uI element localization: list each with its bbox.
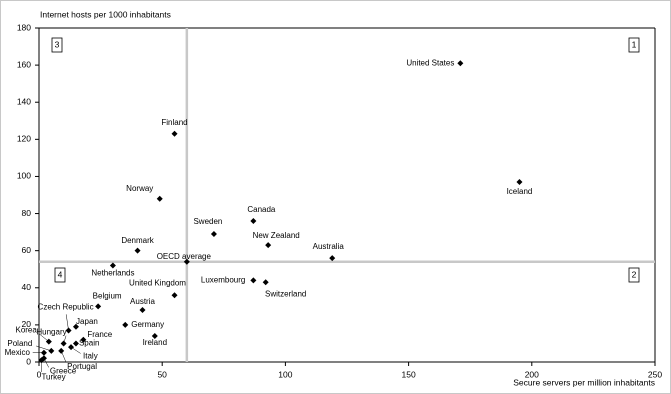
point-label: Finland (161, 118, 187, 127)
point (60, 340, 67, 347)
point-label: United Kingdom (129, 278, 186, 287)
point-label: Greece (50, 366, 77, 375)
point (48, 347, 55, 354)
x-tick-label: 150 (402, 369, 416, 379)
point (58, 347, 65, 354)
point (38, 357, 45, 364)
x-axis-title: Secure servers per million inhabitants (513, 377, 655, 387)
point-label: Turkey (41, 372, 65, 381)
y-tick-label: 120 (17, 134, 31, 144)
point (457, 60, 464, 67)
quadrant-label: 4 (58, 269, 63, 279)
point (171, 292, 178, 299)
point (109, 262, 116, 269)
point (65, 327, 72, 334)
point-label: France (87, 330, 112, 339)
quadrant-label: 1 (632, 39, 637, 49)
point-label: Belgium (93, 291, 122, 300)
point-label: Italy (83, 351, 98, 360)
point-label: Mexico (5, 348, 31, 357)
y-axis-title: Internet hosts per 1000 inhabitants (40, 9, 171, 19)
point (156, 195, 163, 202)
point-label: Portugal (67, 362, 97, 371)
point (516, 179, 523, 186)
quadrant-box (51, 37, 63, 53)
y-tick-label: 40 (22, 282, 32, 292)
point-label: Iceland (507, 187, 533, 196)
point-label: Switzerland (265, 289, 306, 298)
point (45, 338, 52, 345)
point (250, 277, 257, 284)
point-label: Spain (79, 339, 99, 348)
point (80, 336, 87, 343)
point (183, 258, 190, 265)
point-label: Germany (131, 320, 164, 329)
point (68, 344, 75, 351)
y-tick-label: 160 (17, 59, 31, 69)
y-tick-label: 100 (17, 171, 31, 181)
x-tick-label: 250 (648, 369, 662, 379)
y-tick-label: 0 (26, 356, 31, 366)
quadrant-box (628, 37, 640, 53)
quadrant-label: 3 (55, 39, 60, 49)
point-label: New Zealand (253, 231, 300, 240)
point-label: Ireland (143, 338, 167, 347)
point (210, 230, 217, 237)
y-tick-label: 180 (17, 22, 31, 32)
point-label: Canada (247, 205, 276, 214)
point (250, 217, 257, 224)
point-label: Czech Republic (38, 303, 94, 312)
point (139, 307, 146, 314)
point (171, 130, 178, 137)
point-label: Japan (76, 317, 98, 326)
point-label: Korea (15, 326, 37, 335)
point (262, 279, 269, 286)
point (95, 303, 102, 310)
point-label: Poland (7, 339, 32, 348)
point (122, 321, 129, 328)
y-tick-label: 80 (22, 208, 32, 218)
point-label: Sweden (193, 217, 222, 226)
x-tick-label: 0 (37, 369, 42, 379)
x-tick-label: 100 (278, 369, 292, 379)
quadrant-label: 2 (632, 269, 637, 279)
point-label: United States (406, 58, 454, 67)
point-label: Norway (126, 184, 153, 193)
x-tick-label: 200 (525, 369, 539, 379)
quadrant-box (628, 267, 640, 283)
point-label: Australia (313, 242, 345, 251)
y-tick-label: 20 (22, 319, 32, 329)
x-tick-label: 50 (157, 369, 167, 379)
point-label: Hungary (36, 328, 66, 337)
point (134, 247, 141, 254)
point-label: Luxembourg (201, 275, 245, 284)
point (151, 333, 158, 340)
y-tick-label: 140 (17, 96, 31, 106)
point (40, 349, 47, 356)
point (329, 255, 336, 262)
point-label: Austria (130, 297, 155, 306)
point (265, 242, 272, 249)
point (72, 340, 79, 347)
point-label: Netherlands (91, 269, 134, 278)
point (72, 323, 79, 330)
leader-line (65, 314, 69, 331)
point-label: Denmark (121, 236, 154, 245)
leader-line (36, 345, 52, 352)
y-tick-label: 60 (22, 245, 32, 255)
quadrant-box (54, 267, 66, 283)
point-label: OECD average (157, 252, 212, 261)
